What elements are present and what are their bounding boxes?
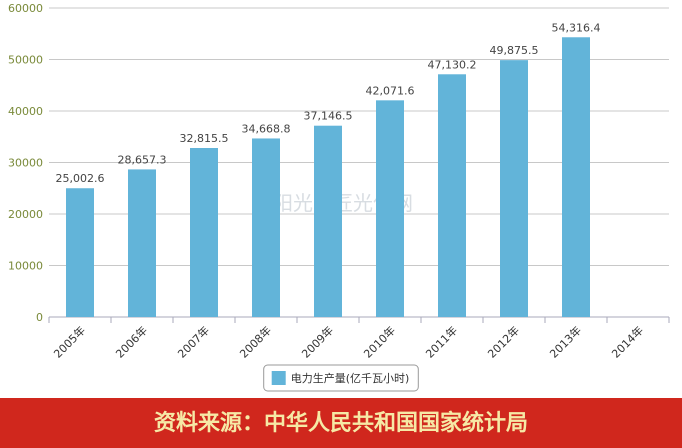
y-tick-label: 30000 [8,157,43,170]
bar [438,74,466,317]
bar [128,169,156,317]
data-label: 34,668.8 [242,122,291,135]
y-tick-label: 60000 [8,2,43,15]
data-label: 37,146.5 [304,110,353,123]
bar [252,138,280,317]
bar [500,60,528,317]
legend-label: 电力生产量(亿千瓦小时) [291,371,410,385]
source: 资料来源：中华人民共和国国家统计局 [154,410,528,436]
legend-box [263,364,419,392]
data-label: 32,815.5 [180,132,229,145]
data-label: 25,002.6 [56,172,105,185]
source-band [0,398,682,448]
bar [314,125,342,317]
bar [190,148,218,317]
data-label: 47,130.2 [428,58,477,71]
bar [562,37,590,317]
y-tick-label: 10000 [8,260,43,273]
data-label: 54,316.4 [552,21,601,34]
legend-swatch [271,371,286,385]
y-tick-label: 0 [36,311,43,324]
data-label: 28,657.3 [118,153,167,166]
bar [66,188,94,317]
y-tick-label: 20000 [8,208,43,221]
legend: 电力生产量(亿千瓦小时) [263,364,419,392]
data-label: 42,071.6 [366,84,415,97]
data-label: 49,875.5 [490,44,539,57]
y-tick-label: 50000 [8,54,43,67]
bar [376,100,404,317]
y-tick-label: 40000 [8,105,43,118]
